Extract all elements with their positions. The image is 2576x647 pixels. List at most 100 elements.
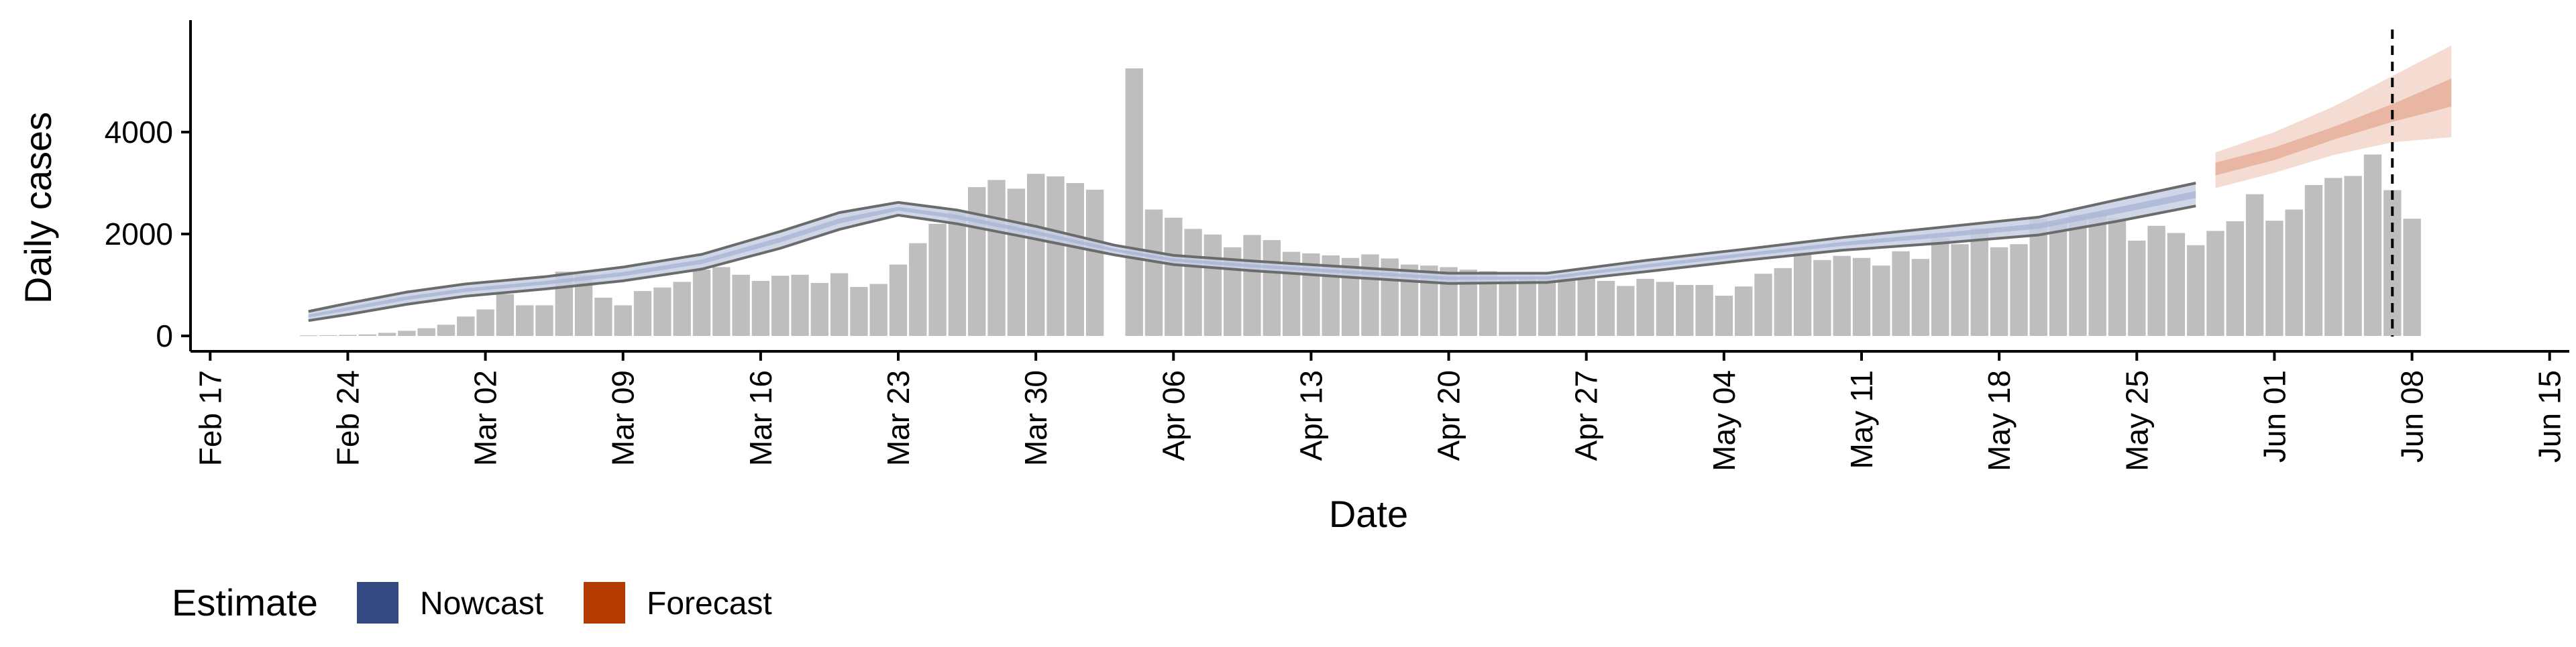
y-tick-label: 4000 bbox=[105, 115, 173, 150]
bar bbox=[1027, 174, 1045, 336]
bar bbox=[1774, 268, 1792, 336]
bar bbox=[850, 287, 868, 336]
bar bbox=[1518, 277, 1536, 336]
x-tick-label: May 04 bbox=[1707, 370, 1741, 471]
legend-swatch-nowcast bbox=[357, 582, 398, 624]
bar bbox=[2206, 231, 2224, 336]
forecast-inner-band bbox=[2215, 78, 2452, 176]
legend-swatch-forecast bbox=[584, 582, 625, 624]
bar bbox=[457, 316, 475, 336]
bar bbox=[1144, 209, 1163, 336]
bar bbox=[2010, 244, 2028, 336]
bar bbox=[1990, 247, 2008, 336]
bar bbox=[2108, 218, 2127, 336]
bar bbox=[1499, 277, 1517, 336]
bar bbox=[339, 335, 357, 336]
x-tick-label: May 25 bbox=[2119, 370, 2154, 471]
x-tick-label: Apr 06 bbox=[1156, 370, 1191, 461]
bar bbox=[1892, 251, 1910, 336]
bar bbox=[948, 211, 967, 336]
bar bbox=[2403, 219, 2421, 336]
x-tick-label: Feb 17 bbox=[193, 370, 227, 466]
bar bbox=[869, 284, 888, 336]
bar bbox=[1007, 188, 1026, 336]
bar bbox=[751, 280, 770, 336]
bar bbox=[1243, 235, 1261, 336]
bar bbox=[830, 273, 849, 336]
bar bbox=[1735, 286, 1753, 336]
nowcast-lower-line bbox=[308, 204, 2196, 322]
bar bbox=[1203, 234, 1222, 336]
axes-layer bbox=[189, 20, 2569, 353]
bar bbox=[1676, 285, 1694, 336]
bar bbox=[1066, 183, 1084, 336]
bar bbox=[1538, 278, 1556, 336]
nowcast-upper-line bbox=[308, 182, 2196, 313]
bar bbox=[732, 274, 750, 336]
bar bbox=[2069, 215, 2087, 336]
bar bbox=[319, 335, 337, 336]
bar bbox=[1361, 254, 1379, 336]
x-tick-label: Apr 13 bbox=[1293, 370, 1328, 461]
legend-label-forecast: Forecast bbox=[647, 586, 772, 622]
x-tick-label: Jun 08 bbox=[2395, 370, 2430, 463]
bar bbox=[968, 187, 986, 336]
bar bbox=[1813, 259, 1831, 336]
bar bbox=[1046, 176, 1065, 336]
bar bbox=[1125, 68, 1143, 336]
legend: Estimate Nowcast Forecast bbox=[172, 581, 772, 624]
x-tick-label: May 11 bbox=[1844, 370, 1879, 469]
bar bbox=[1852, 257, 1871, 336]
bar bbox=[1263, 240, 1281, 336]
bar bbox=[1793, 252, 1812, 336]
bar bbox=[1695, 285, 1713, 336]
bar bbox=[2088, 213, 2106, 336]
bar bbox=[673, 282, 691, 336]
y-tick-label: 2000 bbox=[105, 217, 173, 251]
bar bbox=[1656, 282, 1674, 336]
legend-title: Estimate bbox=[172, 581, 318, 624]
bar bbox=[2187, 245, 2205, 336]
bar bbox=[2147, 225, 2165, 336]
bar bbox=[771, 276, 790, 336]
bar bbox=[1951, 244, 1969, 336]
bar bbox=[614, 305, 632, 336]
bar bbox=[417, 328, 435, 336]
x-tick-label: May 18 bbox=[1982, 370, 2017, 471]
bar bbox=[889, 264, 908, 336]
bar bbox=[358, 334, 376, 336]
bar bbox=[1715, 296, 1733, 336]
bar bbox=[1577, 276, 1595, 336]
bar bbox=[594, 298, 612, 336]
x-tick-label: Apr 27 bbox=[1569, 370, 1604, 461]
bar bbox=[2245, 194, 2264, 336]
bar bbox=[378, 333, 396, 336]
bar bbox=[633, 291, 652, 336]
bar bbox=[2226, 221, 2244, 336]
bar bbox=[2304, 185, 2323, 336]
bar bbox=[810, 283, 828, 336]
bar bbox=[2128, 240, 2146, 336]
bar bbox=[1085, 189, 1104, 336]
bar bbox=[653, 287, 672, 336]
bar bbox=[1597, 280, 1615, 336]
bar bbox=[1558, 274, 1576, 336]
x-tick-label: Apr 20 bbox=[1432, 370, 1466, 461]
bar bbox=[2167, 233, 2186, 336]
bar bbox=[2285, 209, 2303, 336]
bar bbox=[2344, 176, 2362, 336]
bar bbox=[1617, 286, 1635, 336]
bar bbox=[496, 294, 515, 336]
x-tick-label: Mar 23 bbox=[881, 370, 916, 466]
bar bbox=[692, 270, 711, 336]
y-axis-title: Daily cases bbox=[17, 112, 59, 304]
bar bbox=[1754, 274, 1772, 336]
bar bbox=[437, 325, 455, 336]
bar bbox=[1833, 255, 1851, 336]
bar bbox=[712, 267, 731, 336]
bar bbox=[2029, 219, 2047, 336]
bar bbox=[1636, 278, 1654, 336]
x-tick-label: Mar 16 bbox=[743, 370, 778, 466]
